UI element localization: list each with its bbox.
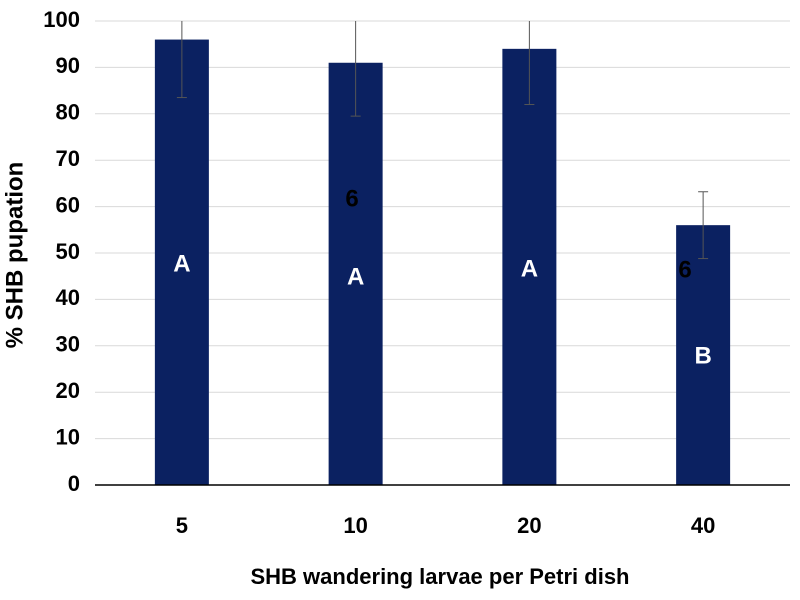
y-tick-label: 0: [68, 471, 80, 496]
y-axis-title: % SHB pupation: [1, 162, 28, 349]
x-tick-label: 40: [691, 513, 715, 538]
bar: [676, 225, 731, 485]
bar: [502, 48, 557, 486]
x-tick-label: 5: [176, 513, 188, 538]
y-tick-label: 10: [56, 424, 80, 449]
y-tick-label: 30: [56, 332, 80, 357]
y-tick-label: 40: [56, 285, 80, 310]
x-tick-label: 20: [517, 513, 541, 538]
y-tick-label: 20: [56, 378, 80, 403]
significance-letter: A: [173, 250, 190, 277]
x-tick-label: 10: [343, 513, 367, 538]
annotation: 6: [345, 185, 358, 212]
bar: [154, 39, 209, 486]
annotation: 6: [678, 256, 691, 283]
y-tick-label: 70: [56, 146, 80, 171]
significance-letter: B: [694, 342, 711, 369]
significance-letter: A: [347, 263, 364, 290]
y-tick-label: 50: [56, 239, 80, 264]
y-tick-label: 60: [56, 192, 80, 217]
y-tick-label: 90: [56, 53, 80, 78]
bar: [328, 62, 383, 485]
y-tick-label: 100: [43, 7, 80, 32]
y-tick-label: 80: [56, 100, 80, 125]
significance-letter: A: [521, 255, 538, 282]
x-axis-title: SHB wandering larvae per Petri dish: [250, 564, 629, 589]
